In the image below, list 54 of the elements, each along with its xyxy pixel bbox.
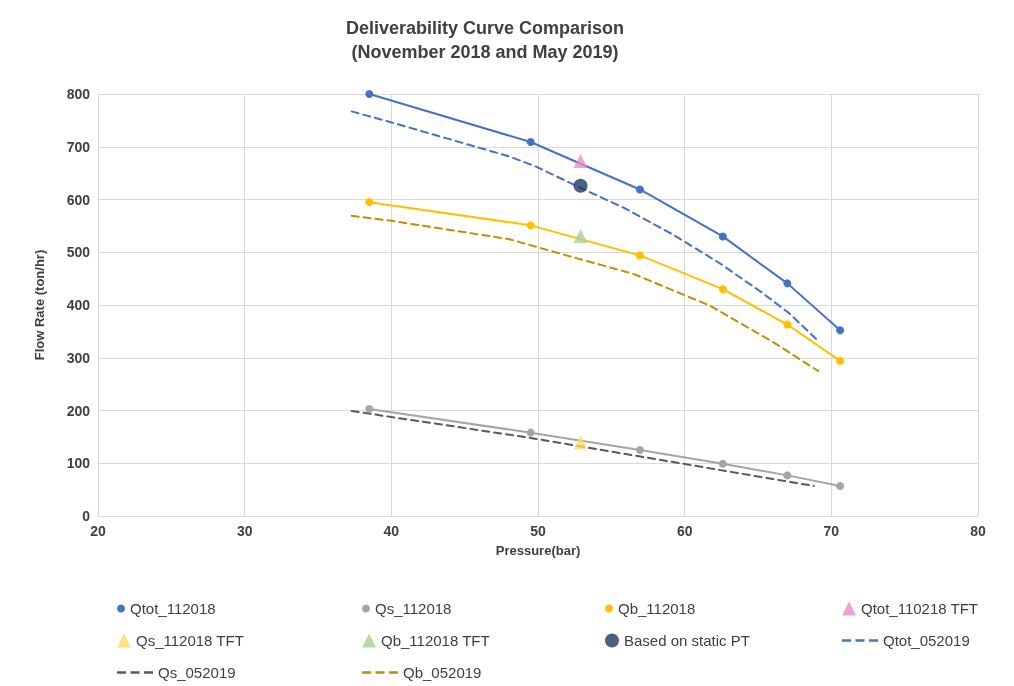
- legend-label: Qb_052019: [403, 664, 482, 681]
- y-tick-label: 600: [66, 191, 91, 208]
- chart-title: Deliverability Curve Comparison: [345, 18, 625, 38]
- legend-label: Qtot_052019: [883, 632, 970, 649]
- point: [836, 481, 845, 490]
- y-tick-label: 100: [66, 455, 91, 472]
- x-tick-label: 70: [823, 523, 840, 539]
- point: [783, 279, 792, 288]
- y-tick-label: 700: [66, 138, 91, 155]
- point: [718, 459, 727, 468]
- x-tick-label: 50: [530, 523, 546, 539]
- point: [718, 232, 727, 241]
- legend-label: Based on static PT: [624, 632, 750, 649]
- point: [526, 221, 535, 230]
- point: [836, 326, 845, 335]
- legend-label: Qb_112018 TFT: [381, 632, 490, 649]
- point: [365, 198, 374, 207]
- x-axis-title: Pressure(bar): [495, 543, 581, 558]
- x-tick-label: 40: [383, 523, 400, 539]
- y-tick-label: 200: [66, 402, 91, 419]
- x-tick-label: 20: [90, 523, 106, 539]
- y-axis-title: Flow Rate (ton/hr): [32, 249, 47, 361]
- point: [526, 138, 535, 146]
- legend-label: Qtot_110218 TFT: [861, 600, 979, 617]
- chart-subtitle: (November 2018 and May 2019): [351, 42, 619, 62]
- y-tick-label: 0: [82, 508, 91, 524]
- x-tick-label: 60: [676, 523, 693, 539]
- point: [718, 285, 727, 294]
- legend-label: Qs_112018: [375, 600, 452, 617]
- x-tick-label: 80: [970, 523, 986, 539]
- y-tick-label: 400: [66, 297, 91, 313]
- point: [365, 90, 374, 98]
- point: [573, 228, 588, 243]
- y-tick-label: 800: [66, 86, 91, 102]
- x-tick-label: 30: [236, 523, 253, 539]
- legend-label: Qs_052019: [158, 664, 236, 681]
- legend-label: Qtot_112018: [130, 600, 216, 617]
- point: [573, 178, 588, 193]
- line-series: [350, 214, 820, 372]
- line-series: [350, 110, 820, 342]
- point: [573, 153, 588, 168]
- y-tick-label: 500: [66, 244, 91, 261]
- point: [783, 320, 792, 329]
- legend-label: Qb_112018: [618, 600, 696, 617]
- point: [573, 435, 588, 450]
- point: [365, 404, 374, 413]
- point: [635, 446, 644, 455]
- point: [836, 356, 845, 365]
- point: [635, 251, 644, 260]
- legend-label: Qs_112018 TFT: [136, 632, 244, 649]
- point: [526, 428, 535, 437]
- y-tick-label: 300: [66, 349, 91, 366]
- point: [783, 471, 792, 480]
- point: [635, 185, 644, 194]
